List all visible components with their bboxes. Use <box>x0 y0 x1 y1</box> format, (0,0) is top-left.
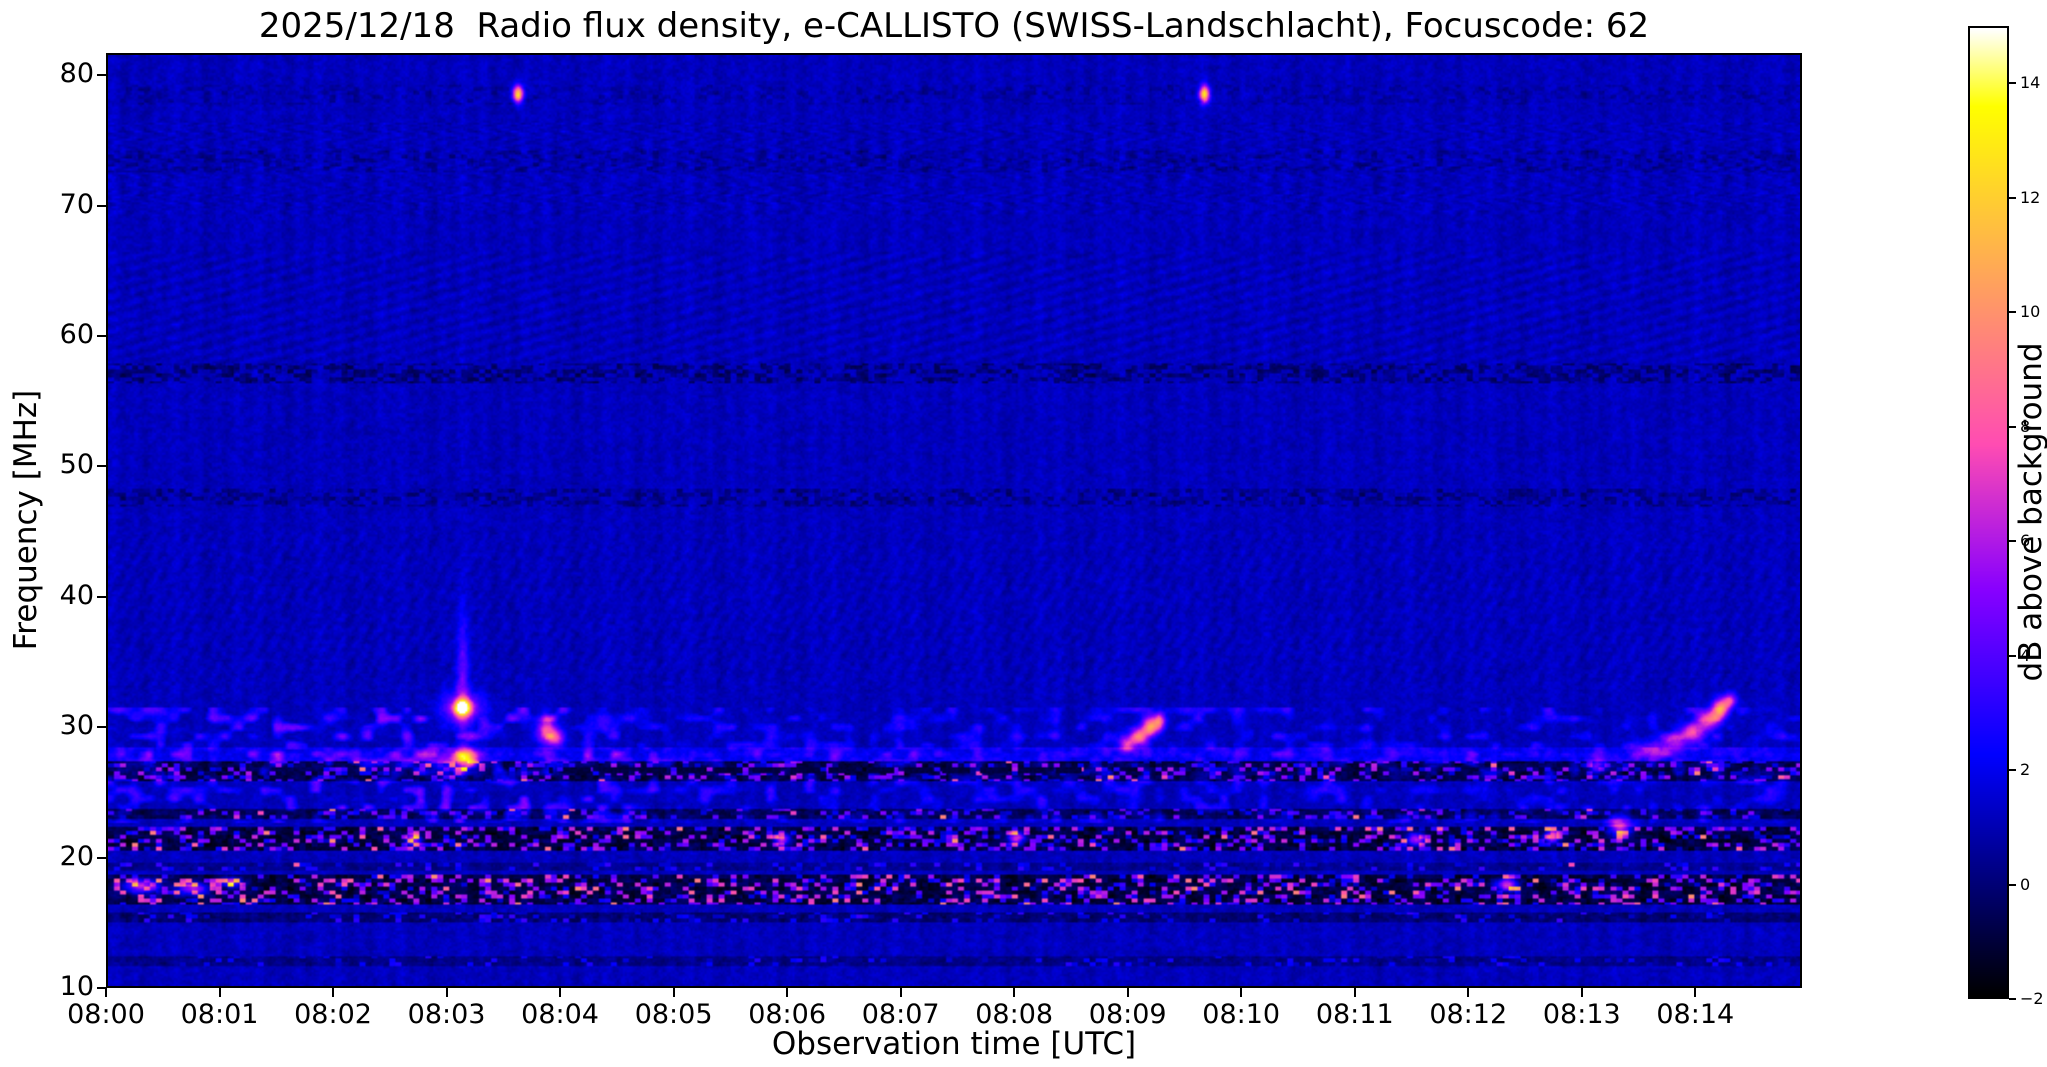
x-tick-mark <box>332 988 335 997</box>
y-axis-label: Frequency [MHz] <box>8 389 44 651</box>
y-tick-mark <box>97 334 106 337</box>
x-tick-mark <box>559 988 562 997</box>
x-tick-mark <box>105 988 107 997</box>
colorbar-label: dB above background <box>2013 342 2047 682</box>
x-tick-mark <box>786 988 789 997</box>
plot-area <box>106 53 1802 988</box>
y-tick-mark <box>97 465 106 468</box>
colorbar-tick-mark <box>2009 196 2016 199</box>
x-tick-mark <box>1694 988 1697 997</box>
spectrogram-canvas <box>108 55 1800 986</box>
y-tick-mark <box>97 204 106 207</box>
x-tick-mark <box>1467 988 1470 997</box>
x-tick-mark <box>1240 988 1243 997</box>
y-tick-mark <box>97 74 106 77</box>
y-tick-mark <box>97 856 106 859</box>
x-tick-mark <box>1580 988 1583 997</box>
colorbar-tick-label: −2 <box>2020 989 2044 1008</box>
y-tick-label: 70 <box>59 188 94 220</box>
colorbar-tick-mark <box>2009 883 2016 886</box>
y-tick-label: 60 <box>59 318 94 350</box>
colorbar-tick-label: 14 <box>2020 73 2041 93</box>
colorbar <box>1968 26 2009 999</box>
y-tick-label: 10 <box>59 971 94 1002</box>
y-tick-mark <box>97 595 106 598</box>
colorbar-tick-label: 2 <box>2020 760 2031 780</box>
x-tick-mark <box>1353 988 1356 997</box>
chart-title: 2025/12/18 Radio flux density, e-CALLIST… <box>258 6 1650 46</box>
colorbar-tick-mark <box>2009 311 2016 314</box>
y-tick-label: 80 <box>59 58 94 90</box>
y-tick-mark <box>97 726 106 729</box>
y-tick-label: 20 <box>59 840 94 872</box>
x-axis-label: Observation time [UTC] <box>771 1026 1137 1062</box>
x-tick-mark <box>218 988 221 997</box>
colorbar-tick-mark <box>2009 998 2016 1000</box>
x-tick-mark <box>445 988 448 997</box>
y-tick-mark <box>97 987 106 989</box>
colorbar-tick-mark <box>2009 769 2016 772</box>
x-tick-mark <box>899 988 902 997</box>
x-tick-mark <box>1126 988 1129 997</box>
colorbar-tick-label: 10 <box>2020 302 2041 322</box>
colorbar-tick-label: 0 <box>2020 874 2031 894</box>
x-tick-mark <box>672 988 675 997</box>
y-tick-label: 30 <box>59 710 94 742</box>
x-tick-mark <box>1013 988 1016 997</box>
colorbar-tick-label: 12 <box>2020 187 2041 207</box>
colorbar-gradient <box>1970 28 2007 997</box>
colorbar-tick-mark <box>2009 82 2016 85</box>
